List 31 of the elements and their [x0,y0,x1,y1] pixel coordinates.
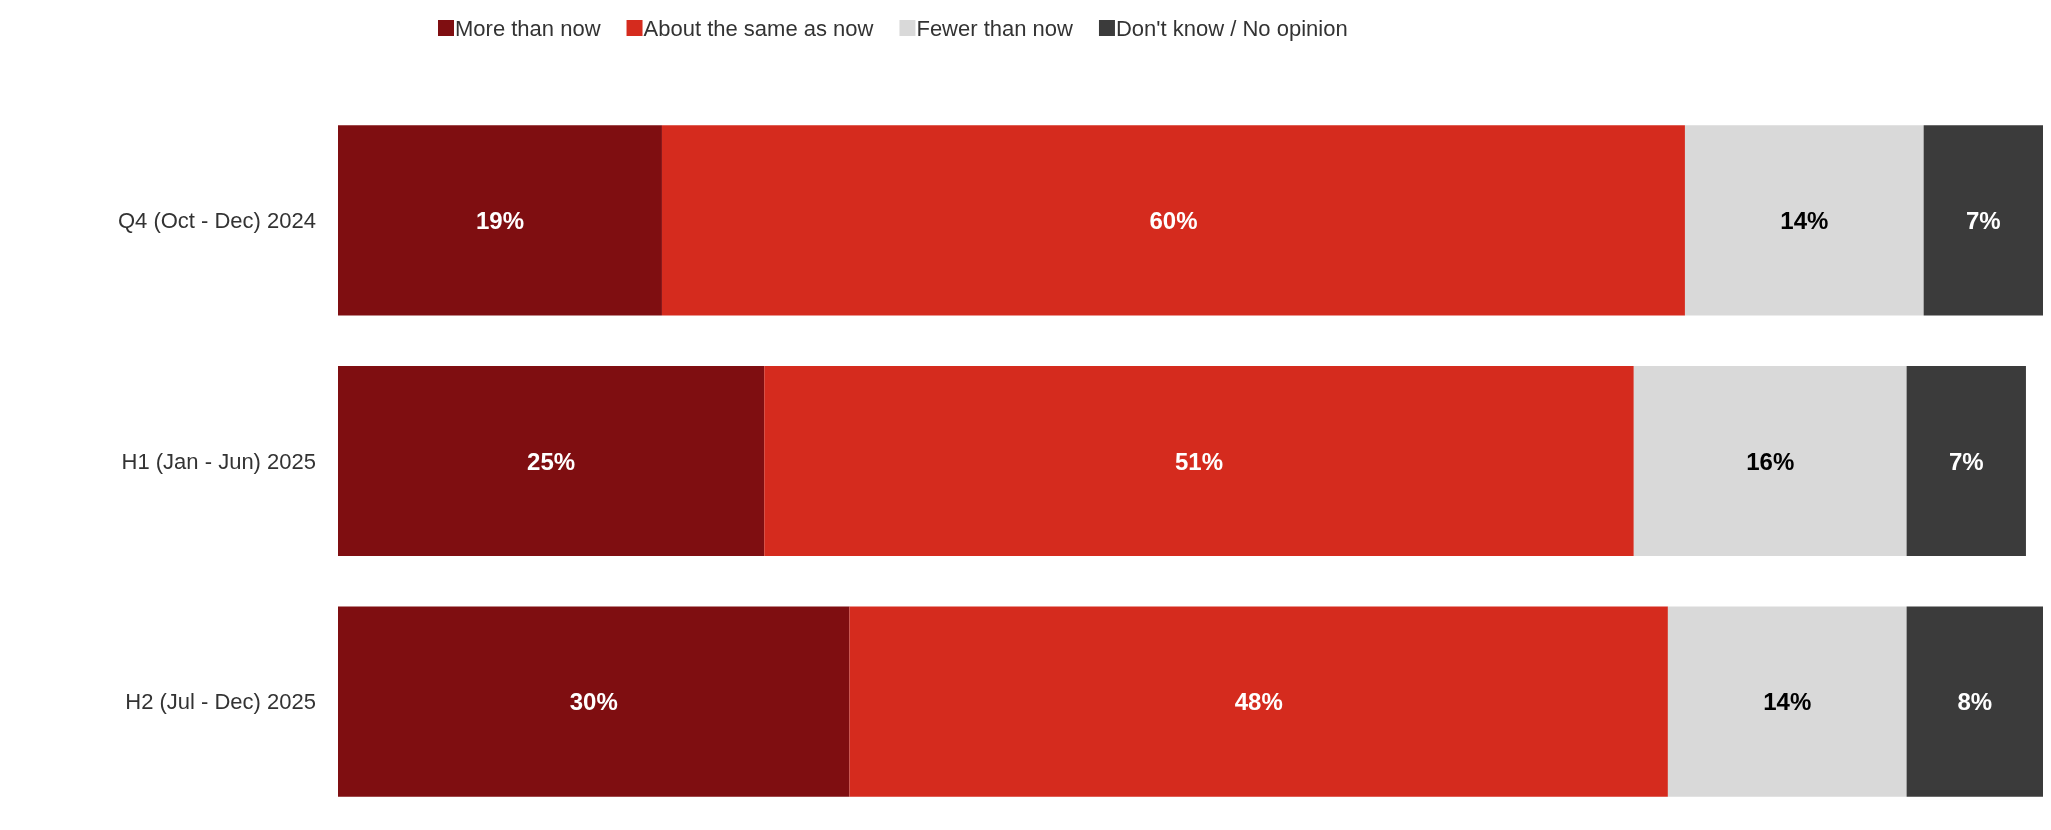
bar [1684,125,1924,316]
bar [1906,606,2043,797]
bar [661,125,1685,316]
data-label: 14% [1763,688,1812,716]
bar [338,365,765,557]
data-label: 25% [527,447,576,475]
data-label: 51% [1175,447,1224,475]
legend-label: More than now [455,15,601,41]
data-label: 7% [1948,447,1984,475]
bar [1906,365,2026,557]
data-label: 19% [475,206,524,234]
data-label: 48% [1234,688,1283,716]
bar [1923,125,2043,316]
bar [338,606,850,797]
bar [338,125,662,316]
legend-label: About the same as now [643,15,874,41]
data-label: 7% [1965,206,2001,234]
y-tick-label: Q4 (Oct - Dec) 2024 [117,207,316,233]
y-tick-label: H1 (Jan - Jun) 2025 [121,448,316,474]
data-label: 8% [1957,688,1993,716]
bar [1633,365,1907,557]
data-label: 14% [1780,206,1829,234]
bar [764,365,1634,557]
data-label: 30% [569,688,618,716]
data-label: 16% [1746,447,1795,475]
bar [1667,606,1907,797]
bar [849,606,1668,797]
data-label: 60% [1149,206,1198,234]
legend-label: Don't know / No opinion [1115,15,1348,41]
legend-label: Fewer than now [916,15,1074,41]
y-tick-label: H2 (Jul - Dec) 2025 [125,689,316,715]
